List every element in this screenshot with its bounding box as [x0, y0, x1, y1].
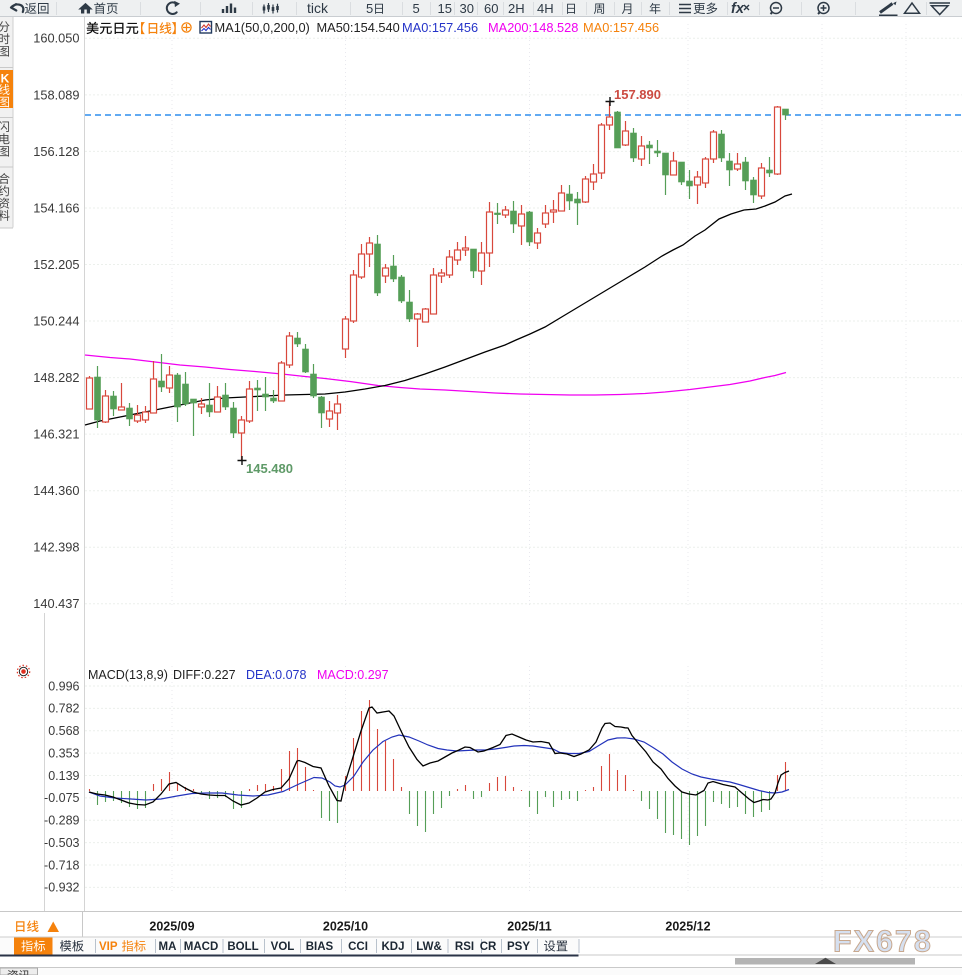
- svg-text:BIAS: BIAS: [306, 941, 334, 953]
- svg-text:LW&: LW&: [416, 941, 442, 953]
- svg-text:150.244: 150.244: [33, 313, 79, 328]
- svg-text:DEA:0.078: DEA:0.078: [246, 668, 307, 682]
- svg-text:-0.503: -0.503: [44, 836, 79, 850]
- svg-text:0.568: 0.568: [48, 724, 79, 738]
- svg-text:MA0:157.456: MA0:157.456: [583, 20, 659, 35]
- svg-text:FX678: FX678: [833, 925, 933, 959]
- svg-text:BOLL: BOLL: [227, 941, 258, 953]
- svg-text:MA: MA: [159, 941, 177, 953]
- svg-text:157.890: 157.890: [614, 87, 661, 102]
- svg-text:VOL: VOL: [271, 941, 295, 953]
- svg-text:MA200:148.528: MA200:148.528: [488, 20, 578, 35]
- svg-text:PSY: PSY: [507, 941, 530, 953]
- svg-text:160.050: 160.050: [33, 31, 79, 46]
- svg-text:MA0:157.456: MA0:157.456: [402, 20, 478, 35]
- svg-text:MACD(13,8,9): MACD(13,8,9): [88, 668, 168, 682]
- svg-text:0.996: 0.996: [48, 679, 79, 693]
- svg-text:CCI: CCI: [348, 941, 368, 953]
- svg-text:156.128: 156.128: [33, 144, 79, 159]
- svg-text:VIP: VIP: [99, 941, 118, 953]
- svg-text:158.089: 158.089: [33, 87, 79, 102]
- svg-text:148.282: 148.282: [33, 370, 79, 385]
- svg-text:CR: CR: [480, 941, 497, 953]
- svg-text:MA1(50,0,200,0): MA1(50,0,200,0): [215, 20, 310, 35]
- svg-text:144.360: 144.360: [33, 483, 79, 498]
- svg-text:DIFF:0.227: DIFF:0.227: [173, 668, 236, 682]
- svg-text:-0.075: -0.075: [44, 791, 79, 805]
- svg-text:152.205: 152.205: [33, 257, 79, 272]
- svg-text:K: K: [1, 72, 10, 86]
- svg-text:MACD: MACD: [184, 941, 219, 953]
- svg-text:fx: fx: [731, 1, 745, 17]
- svg-text:2025/12: 2025/12: [665, 920, 710, 934]
- svg-text:60: 60: [484, 1, 498, 16]
- svg-text:tick: tick: [307, 0, 329, 16]
- svg-text:MACD:0.297: MACD:0.297: [317, 668, 389, 682]
- svg-text:0.139: 0.139: [48, 769, 79, 783]
- svg-text:4H: 4H: [537, 1, 554, 16]
- svg-text:2025/09: 2025/09: [149, 920, 194, 934]
- svg-text:142.398: 142.398: [33, 540, 79, 555]
- svg-text:145.480: 145.480: [246, 461, 293, 476]
- svg-text:MA50:154.540: MA50:154.540: [317, 20, 400, 35]
- svg-text:2025/10: 2025/10: [323, 920, 368, 934]
- svg-text:RSI: RSI: [455, 941, 474, 953]
- svg-text:-0.718: -0.718: [44, 858, 79, 872]
- svg-text:0.782: 0.782: [48, 702, 79, 716]
- svg-text:15: 15: [438, 1, 452, 16]
- svg-text:-0.932: -0.932: [44, 881, 79, 895]
- svg-text:2025/11: 2025/11: [507, 920, 552, 934]
- svg-text:154.166: 154.166: [33, 200, 79, 215]
- svg-text:5: 5: [413, 1, 420, 16]
- svg-text:2H: 2H: [508, 1, 525, 16]
- svg-text:-0.289: -0.289: [44, 814, 79, 828]
- svg-text:KDJ: KDJ: [381, 941, 404, 953]
- svg-text:140.437: 140.437: [33, 596, 79, 611]
- svg-text:0.353: 0.353: [48, 746, 79, 760]
- svg-text:5: 5: [366, 1, 373, 16]
- svg-text:146.321: 146.321: [33, 427, 79, 442]
- svg-text:30: 30: [460, 1, 474, 16]
